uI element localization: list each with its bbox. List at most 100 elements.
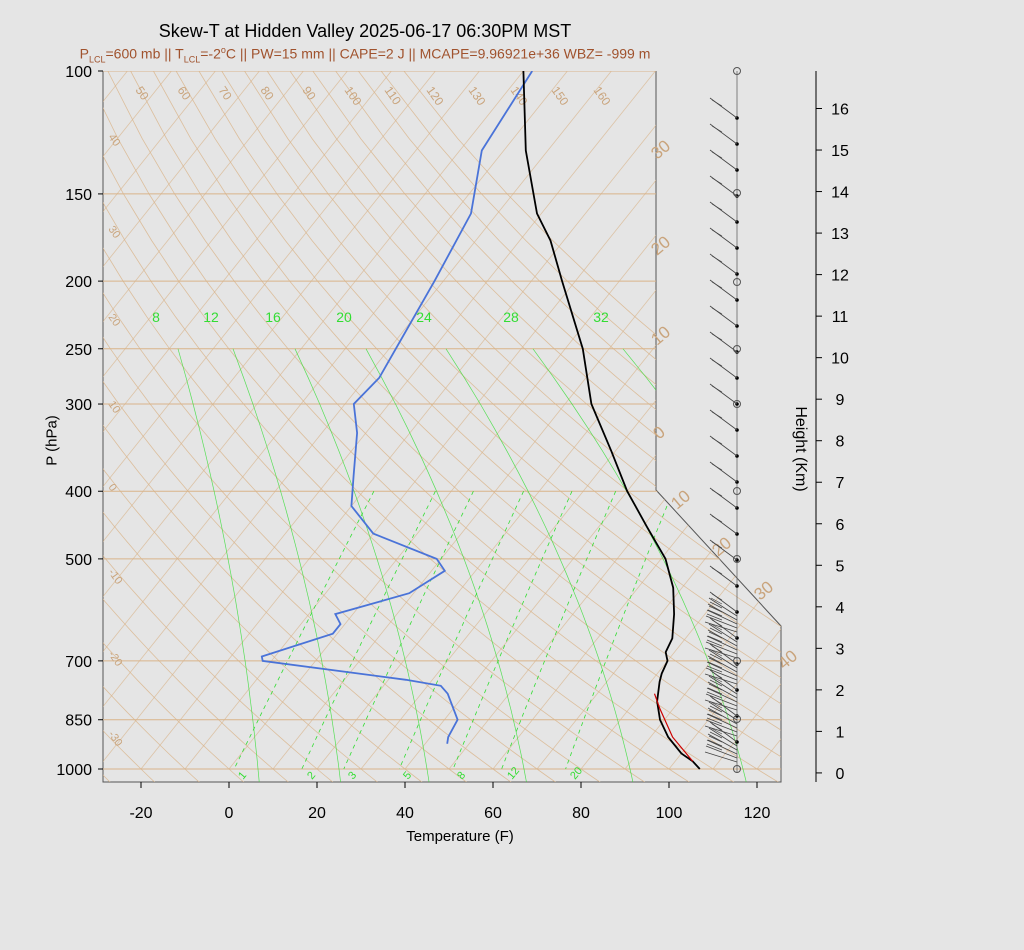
guide-lines-clipped: [0, 71, 1024, 782]
wind-barb-feather: [706, 613, 723, 621]
wind-barb: [707, 707, 738, 725]
wind-barb: [704, 673, 738, 685]
wind-barb: [707, 681, 738, 699]
dry-adiabat-line: [103, 71, 425, 782]
wind-barb-feather: [711, 515, 723, 523]
wind-barb-feather: [711, 151, 723, 159]
height-tick-label: 10: [831, 351, 849, 368]
pressure-tick-label: 1000: [56, 762, 92, 779]
wind-barb-feather: [706, 743, 723, 751]
axes: -20 0 20 40 60 80 100 1201001502002503004005007…: [56, 64, 849, 822]
dry-adiabat-label: 30: [106, 224, 123, 241]
isotherm-line: [316, 71, 781, 770]
wind-barb-feather: [706, 717, 723, 725]
wind-barb: [708, 623, 738, 643]
wind-barb-feather: [711, 489, 723, 497]
dry-adiabat-label: 70: [216, 84, 235, 103]
wind-barb: [706, 635, 738, 651]
wind-barb-feather: [707, 713, 723, 721]
wind-barb-feather: [711, 281, 723, 289]
height-tick-label: 13: [831, 226, 849, 243]
isotherm-line: [801, 71, 1024, 769]
height-tick-label: 8: [836, 434, 845, 451]
wind-barb: [707, 655, 738, 673]
dry-adiabat-line: [221, 71, 781, 782]
pressure-tick-label: 150: [65, 187, 92, 204]
dry-adiabat-line: [266, 71, 781, 782]
wind-barb-feather: [711, 203, 723, 211]
pressure-tick-label: 400: [65, 484, 92, 501]
dry-adiabat-label: 10: [106, 399, 123, 416]
mixing-ratio-line: [343, 491, 474, 770]
height-tick-label: 16: [831, 102, 849, 119]
dry-adiabat-label: 40: [106, 132, 123, 149]
dry-adiabat-line: [103, 71, 291, 782]
wind-barb-feather: [711, 411, 723, 419]
moist-adiabat-line: [445, 348, 634, 782]
barb-level-ring: [733, 657, 741, 665]
wind-barb-feather: [706, 639, 723, 647]
height-tick-label: 5: [836, 558, 845, 575]
dry-adiabat-line: [103, 71, 202, 782]
dry-adiabat-line: [335, 71, 781, 782]
isotherm-line: [889, 71, 1024, 769]
wind-barb-feather: [710, 597, 723, 605]
isotherm-line: [103, 71, 216, 770]
isotherm-line: [492, 71, 781, 770]
dry-adiabat-label: 130: [466, 84, 489, 109]
isotherm-line: [404, 71, 781, 770]
height-tick-label: 6: [836, 517, 845, 534]
dry-adiabat-line: [103, 71, 648, 782]
wind-barb-feather: [707, 687, 723, 695]
dry-adiabat-label: 150: [549, 84, 572, 109]
y-axis-label: P (hPa): [43, 415, 61, 466]
moist-adiabat-line: [365, 348, 528, 782]
wind-barb-feather: [707, 609, 723, 617]
pressure-tick-label: 200: [65, 274, 92, 291]
wind-barb-feather: [711, 99, 723, 107]
isotherm-line: [228, 71, 781, 770]
moist-adiabat-line: [294, 348, 430, 782]
isotherm-label: 30: [647, 136, 674, 163]
isotherm-line: [103, 71, 480, 770]
isotherm-line: [360, 71, 781, 770]
x-tick-label: 100: [656, 805, 683, 822]
isotherm-label: 20: [647, 232, 674, 259]
height-tick-label: 3: [836, 641, 845, 658]
wind-barb: [704, 699, 738, 711]
isotherm-line: [668, 71, 781, 770]
dry-adiabat-line: [103, 71, 246, 782]
wind-barb: [705, 719, 738, 733]
wind-barb: [708, 701, 738, 721]
dry-adiabat-line: [103, 71, 737, 782]
wind-barb-feather: [709, 653, 723, 661]
wind-barb-feather: [711, 333, 723, 341]
isotherm-line: [103, 71, 304, 770]
dry-adiabat-label: 60: [175, 84, 194, 103]
wind-barb: [704, 647, 738, 659]
barb-level-ring: [733, 345, 741, 353]
wind-barb-feather: [709, 731, 723, 739]
plot-lines: [260, 71, 701, 770]
mixing-ratio-top-label: 24: [416, 309, 432, 325]
x-tick-label: 0: [225, 805, 234, 822]
pressure-tick-label: 250: [65, 342, 92, 359]
wind-barb: [708, 649, 738, 669]
isotherm-line: [103, 71, 656, 770]
dry-adiabat-label: 80: [258, 84, 277, 103]
isotherm-line: [845, 71, 1024, 769]
height-tick-label: 15: [831, 143, 849, 160]
pressure-tick-label: 700: [65, 654, 92, 671]
isotherm-line: [0, 71, 39, 769]
x-tick-label: 80: [572, 805, 590, 822]
isotherm-line: [536, 71, 781, 770]
dry-adiabat-line: [103, 71, 157, 782]
wind-barb: [705, 615, 738, 629]
isotherm-line: [103, 71, 436, 770]
wind-barb: [707, 733, 738, 751]
dry-adiabat-line: [103, 71, 559, 782]
wind-barb: [707, 603, 738, 621]
barb-level-ring: [733, 67, 741, 75]
wind-barb: [706, 609, 738, 625]
dry-adiabat-line: [175, 71, 781, 782]
